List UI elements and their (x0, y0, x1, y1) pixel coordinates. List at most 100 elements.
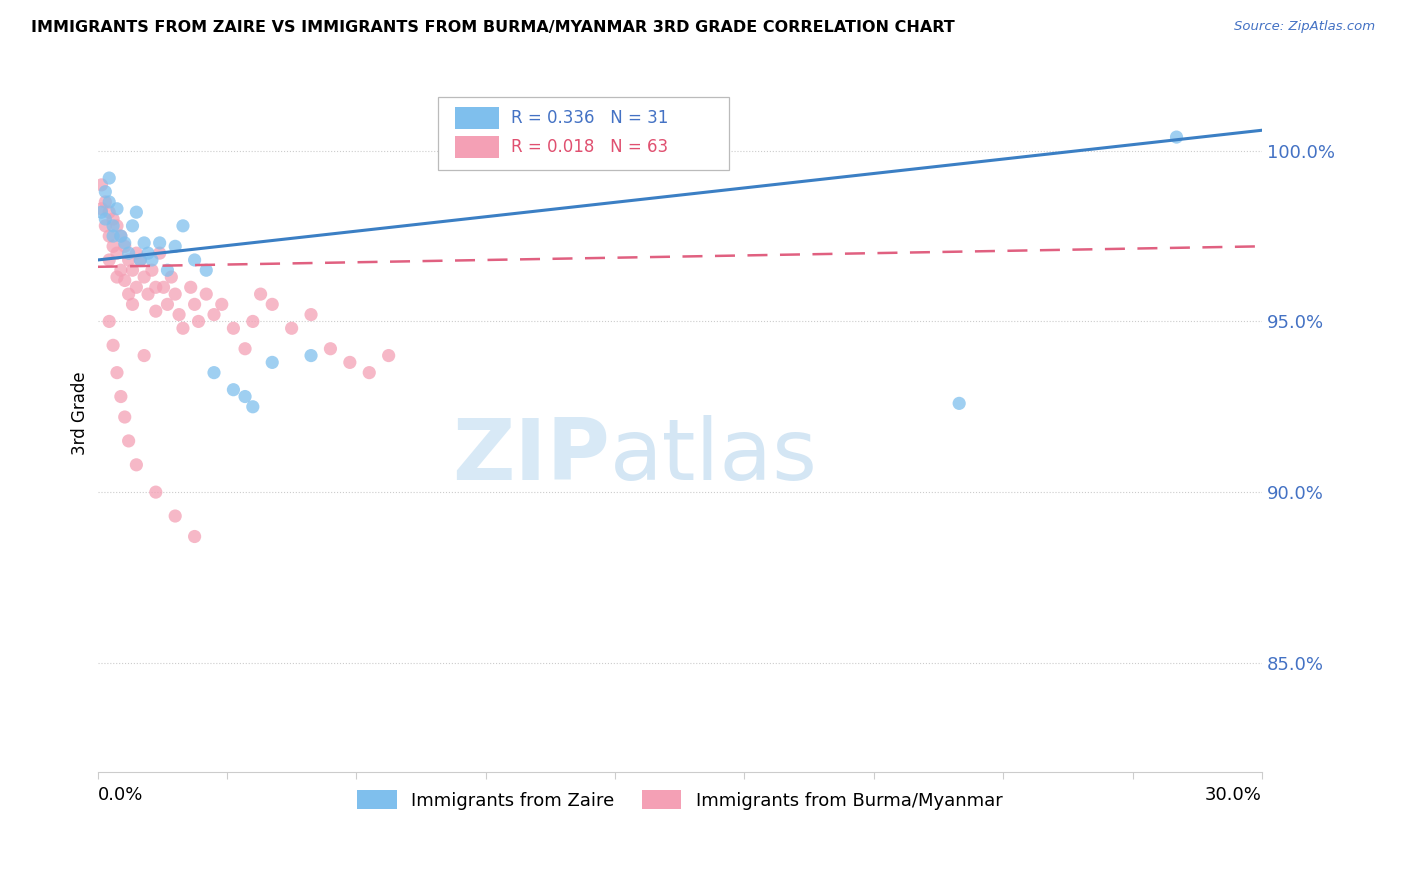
Point (125, 205, 148, 219)
Point (165, 239, 187, 253)
Point (90, 178, 112, 192)
Point (117, 287, 139, 301)
Text: R = 0.336   N = 31: R = 0.336 N = 31 (510, 109, 668, 128)
Point (134, 349, 156, 363)
Point (117, 434, 139, 448)
Point (183, 529, 205, 543)
Point (299, 308, 322, 322)
Point (262, 355, 284, 369)
Point (98, 314, 121, 328)
Point (129, 252, 152, 267)
Point (98, 205, 121, 219)
Point (121, 219, 143, 233)
Point (98, 171, 121, 186)
Point (114, 235, 136, 250)
Point (211, 297, 233, 311)
Point (121, 263, 143, 277)
Point (249, 287, 271, 301)
Point (149, 246, 172, 260)
Bar (456, 107, 499, 129)
Point (134, 270, 156, 285)
Point (136, 246, 159, 260)
Point (110, 263, 132, 277)
Point (202, 308, 225, 322)
Point (98, 194, 121, 209)
Point (948, 396, 970, 410)
Point (94, 212, 117, 227)
Point (167, 308, 190, 322)
Point (160, 270, 183, 285)
Point (222, 321, 245, 335)
Point (101, 239, 124, 253)
Point (165, 509, 187, 524)
Point (90, 202, 112, 216)
Point (187, 314, 209, 328)
Point (202, 366, 225, 380)
Point (105, 270, 128, 285)
Point (145, 280, 167, 294)
Point (145, 485, 167, 500)
Point (152, 280, 174, 294)
Point (110, 229, 132, 244)
Point (98, 229, 121, 244)
Point (110, 229, 132, 244)
Point (145, 304, 167, 318)
Point (141, 252, 163, 267)
Point (117, 246, 139, 260)
Point (114, 410, 136, 425)
Text: atlas: atlas (610, 415, 818, 498)
Point (101, 229, 124, 244)
Point (195, 287, 218, 301)
Bar (456, 136, 499, 158)
Point (339, 355, 361, 369)
Point (156, 263, 179, 277)
Point (94, 219, 117, 233)
Text: R = 0.018   N = 63: R = 0.018 N = 63 (510, 138, 668, 156)
Point (125, 246, 148, 260)
Text: 30.0%: 30.0% (1205, 786, 1263, 804)
Point (172, 219, 194, 233)
Point (101, 219, 124, 233)
Text: ZIP: ZIP (453, 415, 610, 498)
Point (125, 458, 148, 472)
Point (233, 390, 256, 404)
Point (125, 280, 148, 294)
Point (101, 212, 124, 227)
Point (149, 235, 172, 250)
Point (105, 219, 128, 233)
Point (94, 185, 117, 199)
Point (94, 194, 117, 209)
FancyBboxPatch shape (437, 96, 728, 169)
Point (136, 287, 159, 301)
Point (114, 273, 136, 287)
Point (117, 252, 139, 267)
Point (121, 297, 143, 311)
Point (90, 205, 112, 219)
Point (156, 297, 179, 311)
Point (1166, 130, 1188, 145)
Point (105, 246, 128, 260)
Text: Source: ZipAtlas.com: Source: ZipAtlas.com (1234, 20, 1375, 33)
Text: 0.0%: 0.0% (97, 786, 143, 804)
Legend: Immigrants from Zaire, Immigrants from Burma/Myanmar: Immigrants from Zaire, Immigrants from B… (350, 782, 1010, 817)
Point (172, 321, 194, 335)
Point (242, 400, 264, 414)
Point (180, 280, 202, 294)
Point (110, 390, 132, 404)
Point (165, 287, 187, 301)
Point (105, 366, 128, 380)
Point (134, 235, 156, 250)
Point (262, 297, 284, 311)
Y-axis label: 3rd Grade: 3rd Grade (72, 372, 89, 456)
Point (280, 321, 302, 335)
Point (319, 342, 342, 356)
Point (105, 202, 128, 216)
Point (359, 366, 381, 380)
Point (129, 252, 152, 267)
Point (299, 349, 322, 363)
Point (183, 252, 205, 267)
Point (98, 252, 121, 267)
Point (233, 342, 256, 356)
Point (183, 297, 205, 311)
Point (141, 263, 163, 277)
